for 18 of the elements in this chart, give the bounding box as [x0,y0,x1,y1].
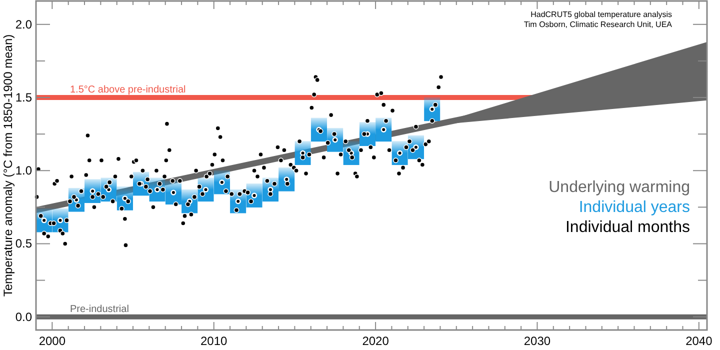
y-tick-label: 0.5 [15,236,32,251]
y-tick-label: 1.5 [15,90,32,105]
x-tick-label: 2040 [686,334,713,348]
ref-line-label: 1.5°C above pre-industrial [70,84,186,96]
y-tick-label: 1.0 [15,164,32,178]
y-tick-label: 2.0 [15,17,32,32]
text: Individual years [578,199,690,216]
text: Underlying warming [548,179,690,196]
x-tick-label: 2010 [200,334,228,348]
x-tick-label: 2020 [362,334,390,348]
annotation: HadCRUT5 global temperature analysis [530,10,672,19]
y-tick-label: 0.0 [15,310,32,324]
annotation: Tim Osborn, Climatic Research Unit, UEA [524,20,673,29]
text: Individual months [565,219,690,236]
ref-line-label: Pre-industrial [70,304,129,315]
x-tick-label: 2030 [524,334,551,348]
y-axis-title: Temperature anomaly (°C from 1850-1900 mean) [1,34,15,297]
x-tick-label: 2000 [38,334,66,348]
